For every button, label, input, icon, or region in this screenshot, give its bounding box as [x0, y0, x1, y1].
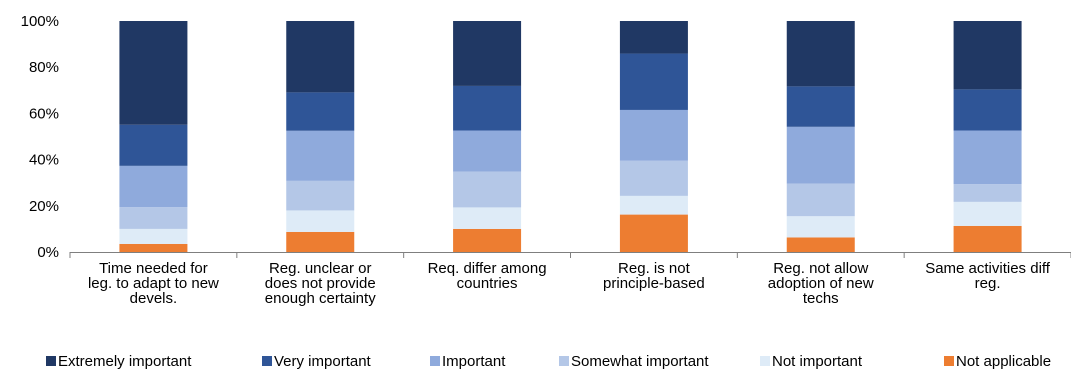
legend-label: Somewhat important — [571, 353, 709, 370]
y-tick-label: 80% — [29, 59, 59, 76]
bar-segment-not-applicable — [619, 214, 688, 252]
bar-segment-somewhat-important — [953, 184, 1022, 202]
bar-segment-extremely-important — [286, 21, 355, 93]
legend-label: Not applicable — [956, 353, 1051, 370]
bar-segment-not-applicable — [453, 228, 522, 252]
x-category-label: Reg. not allow adoption of new techs — [768, 260, 874, 307]
bar-segment-somewhat-important — [286, 180, 355, 211]
bar-segment-very-important — [786, 86, 855, 127]
bar-segment-important — [786, 126, 855, 184]
x-category-label: Reg. unclear or does not provide enough ce… — [265, 260, 376, 307]
bar-segment-very-important — [119, 124, 188, 166]
bar-segment-extremely-important — [453, 21, 522, 86]
bar-segment-important — [953, 130, 1022, 185]
legend-swatch — [559, 356, 569, 366]
y-axis-ticks: 0% 20% 40% 60% 80% 100% — [21, 13, 59, 261]
bar-segment-somewhat-important — [119, 207, 188, 229]
bar-segment-very-important — [453, 85, 522, 131]
legend-swatch — [944, 356, 954, 366]
legend-swatch — [760, 356, 770, 366]
bar-segment-not-important — [453, 207, 522, 229]
bar-segment-extremely-important — [953, 21, 1022, 90]
y-tick-label: 40% — [29, 152, 59, 169]
legend-label: Very important — [274, 353, 372, 370]
bar-segment-extremely-important — [619, 21, 688, 54]
bar-segment-not-important — [119, 228, 188, 244]
y-tick-label: 20% — [29, 198, 59, 215]
bar-segment-not-applicable — [786, 237, 855, 252]
bar-segment-very-important — [286, 92, 355, 131]
legend-label: Important — [442, 353, 506, 370]
bar-segment-not-applicable — [119, 243, 188, 252]
bar-segment-somewhat-important — [453, 171, 522, 208]
y-tick-label: 100% — [21, 13, 59, 30]
bar-segment-important — [619, 109, 688, 161]
bar-segment-somewhat-important — [786, 183, 855, 217]
x-category-label: Time needed for leg. to adapt to new devel… — [88, 260, 219, 307]
x-category-label: Reg. is not principle-based — [603, 260, 705, 292]
x-category-label: Same activities diff reg. — [925, 260, 1051, 292]
x-category-label: Req. differ among countries — [428, 260, 547, 292]
bar-segment-very-important — [953, 89, 1022, 131]
bars — [69, 21, 1071, 258]
bar-segment-important — [453, 130, 522, 172]
y-tick-label: 0% — [37, 244, 59, 261]
bar-segment-not-important — [953, 201, 1022, 226]
bar-segment-not-important — [786, 216, 855, 238]
bar-segment-not-important — [286, 210, 355, 232]
bar-segment-not-applicable — [953, 225, 1022, 252]
legend-swatch — [46, 356, 56, 366]
bar-segment-very-important — [619, 53, 688, 110]
legend: Extremely important Very important Importa… — [46, 353, 1051, 370]
bar-segment-not-applicable — [286, 231, 355, 252]
bar-segment-somewhat-important — [619, 160, 688, 196]
bar-segment-extremely-important — [119, 21, 188, 125]
bar-segment-not-important — [619, 195, 688, 215]
legend-swatch — [262, 356, 272, 366]
bar-segment-important — [119, 165, 188, 208]
legend-label: Not important — [772, 353, 863, 370]
bar-segment-important — [286, 130, 355, 181]
y-tick-label: 60% — [29, 105, 59, 122]
x-axis-labels: Time needed for leg. to adapt to new devel… — [88, 260, 1051, 307]
legend-label: Extremely important — [58, 353, 192, 370]
bar-segment-extremely-important — [786, 21, 855, 87]
legend-swatch — [430, 356, 440, 366]
